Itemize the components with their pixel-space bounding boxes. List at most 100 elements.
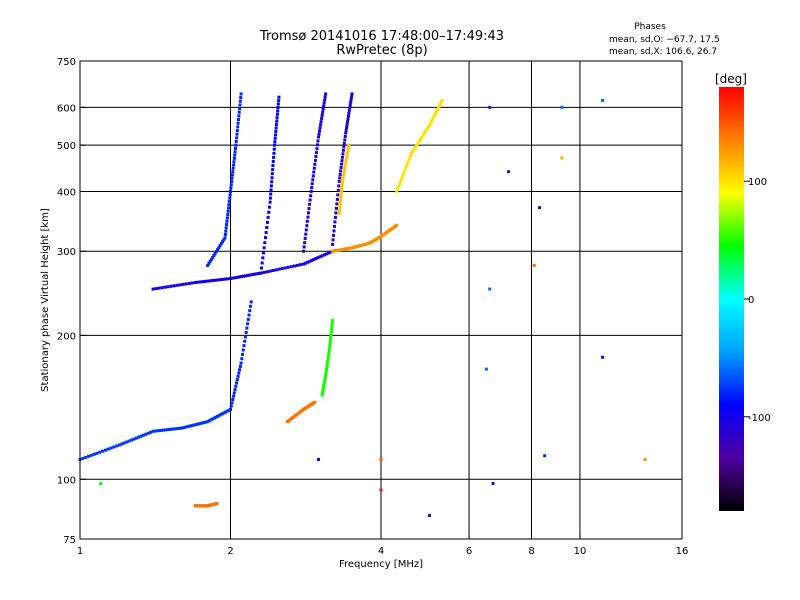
echo-point (233, 150, 237, 154)
echo-point (219, 242, 223, 246)
echo-point (99, 481, 103, 485)
echo-point (399, 179, 403, 183)
echo-point (537, 206, 541, 210)
echo-point (200, 421, 204, 425)
colorbar-tick-label: -100 (748, 413, 771, 424)
echo-point (327, 347, 331, 351)
echo-point (440, 99, 444, 103)
echo-point (337, 209, 341, 213)
echo-point (201, 280, 205, 284)
echo-point (337, 184, 341, 188)
echo-point (234, 140, 238, 144)
echo-point (238, 103, 242, 107)
echo-point (271, 159, 275, 163)
echo-point (295, 263, 299, 267)
x-tick-label: 4 (378, 546, 384, 557)
echo-point (154, 287, 158, 291)
echo-point (302, 262, 306, 266)
echo-point (247, 313, 251, 317)
echo-point (264, 231, 268, 235)
echo-point (436, 107, 440, 111)
echo-point (259, 271, 263, 275)
echo-point (346, 151, 350, 155)
echo-point (338, 202, 342, 206)
echo-point (318, 255, 322, 259)
echo-point (212, 254, 216, 258)
echo-point (155, 429, 159, 433)
echo-point (169, 284, 173, 288)
echo-point (308, 202, 312, 206)
echo-point (203, 279, 207, 283)
echo-point (276, 109, 280, 113)
echo-point (233, 276, 237, 280)
echo-point (211, 279, 215, 283)
echo-point (181, 282, 185, 286)
x-tick-label: 16 (676, 546, 689, 557)
echo-point (341, 177, 345, 181)
echo-point (238, 364, 242, 368)
echo-point (313, 400, 317, 404)
echo-point (272, 155, 276, 159)
echo-point (318, 126, 322, 130)
echo-point (267, 205, 271, 209)
echo-point (233, 146, 237, 150)
echo-point (245, 326, 249, 330)
echo-point (234, 143, 238, 147)
echo-point (275, 119, 279, 123)
echo-point (106, 447, 110, 451)
echo-point (304, 228, 308, 232)
echo-point (244, 274, 248, 278)
echo-point (219, 413, 223, 417)
echo-point (286, 265, 290, 269)
echo-point (322, 101, 326, 105)
echo-point (379, 457, 383, 461)
echo-point (343, 135, 347, 139)
echo-point (340, 162, 344, 166)
echo-point (324, 372, 328, 376)
echo-point (186, 425, 190, 429)
echo-point (345, 123, 349, 127)
echo-point (231, 170, 235, 174)
echo-point (311, 178, 315, 182)
echo-point (141, 433, 145, 437)
chart-title: Tromsø 20141016 17:48:00–17:49:43 (259, 29, 504, 44)
echo-point (324, 252, 328, 256)
echo-point (231, 276, 235, 280)
y-tick-label: 75 (63, 535, 76, 546)
echo-point (225, 219, 229, 223)
echo-point (346, 114, 350, 118)
echo-point (342, 141, 346, 145)
echo-point (299, 263, 303, 267)
echo-point (349, 100, 353, 104)
echo-point (215, 501, 219, 505)
echo-point (328, 341, 332, 345)
echo-point (232, 391, 236, 395)
echo-point (220, 412, 224, 416)
echo-point (180, 426, 184, 430)
echo-point (127, 439, 131, 443)
echo-point (120, 442, 124, 446)
echo-point (237, 114, 241, 118)
echo-point (261, 256, 265, 260)
echo-point (243, 339, 247, 343)
echo-point (263, 241, 267, 245)
echo-point (347, 112, 351, 116)
echo-point (341, 148, 345, 152)
echo-point (243, 335, 247, 339)
echo-point (214, 415, 218, 419)
echo-point (157, 286, 161, 290)
echo-point (331, 318, 335, 322)
echo-point (329, 336, 333, 340)
echo-point (214, 250, 218, 254)
echo-point (415, 144, 419, 148)
echo-point (348, 106, 352, 110)
x-tick-label: 1 (77, 546, 83, 557)
echo-point (344, 159, 348, 163)
echo-point (330, 323, 334, 327)
echo-point (319, 123, 323, 127)
echo-point (241, 352, 245, 356)
y-tick-label: 200 (57, 331, 76, 342)
echo-point (211, 256, 215, 260)
echo-point (190, 281, 194, 285)
echo-point (429, 120, 433, 124)
